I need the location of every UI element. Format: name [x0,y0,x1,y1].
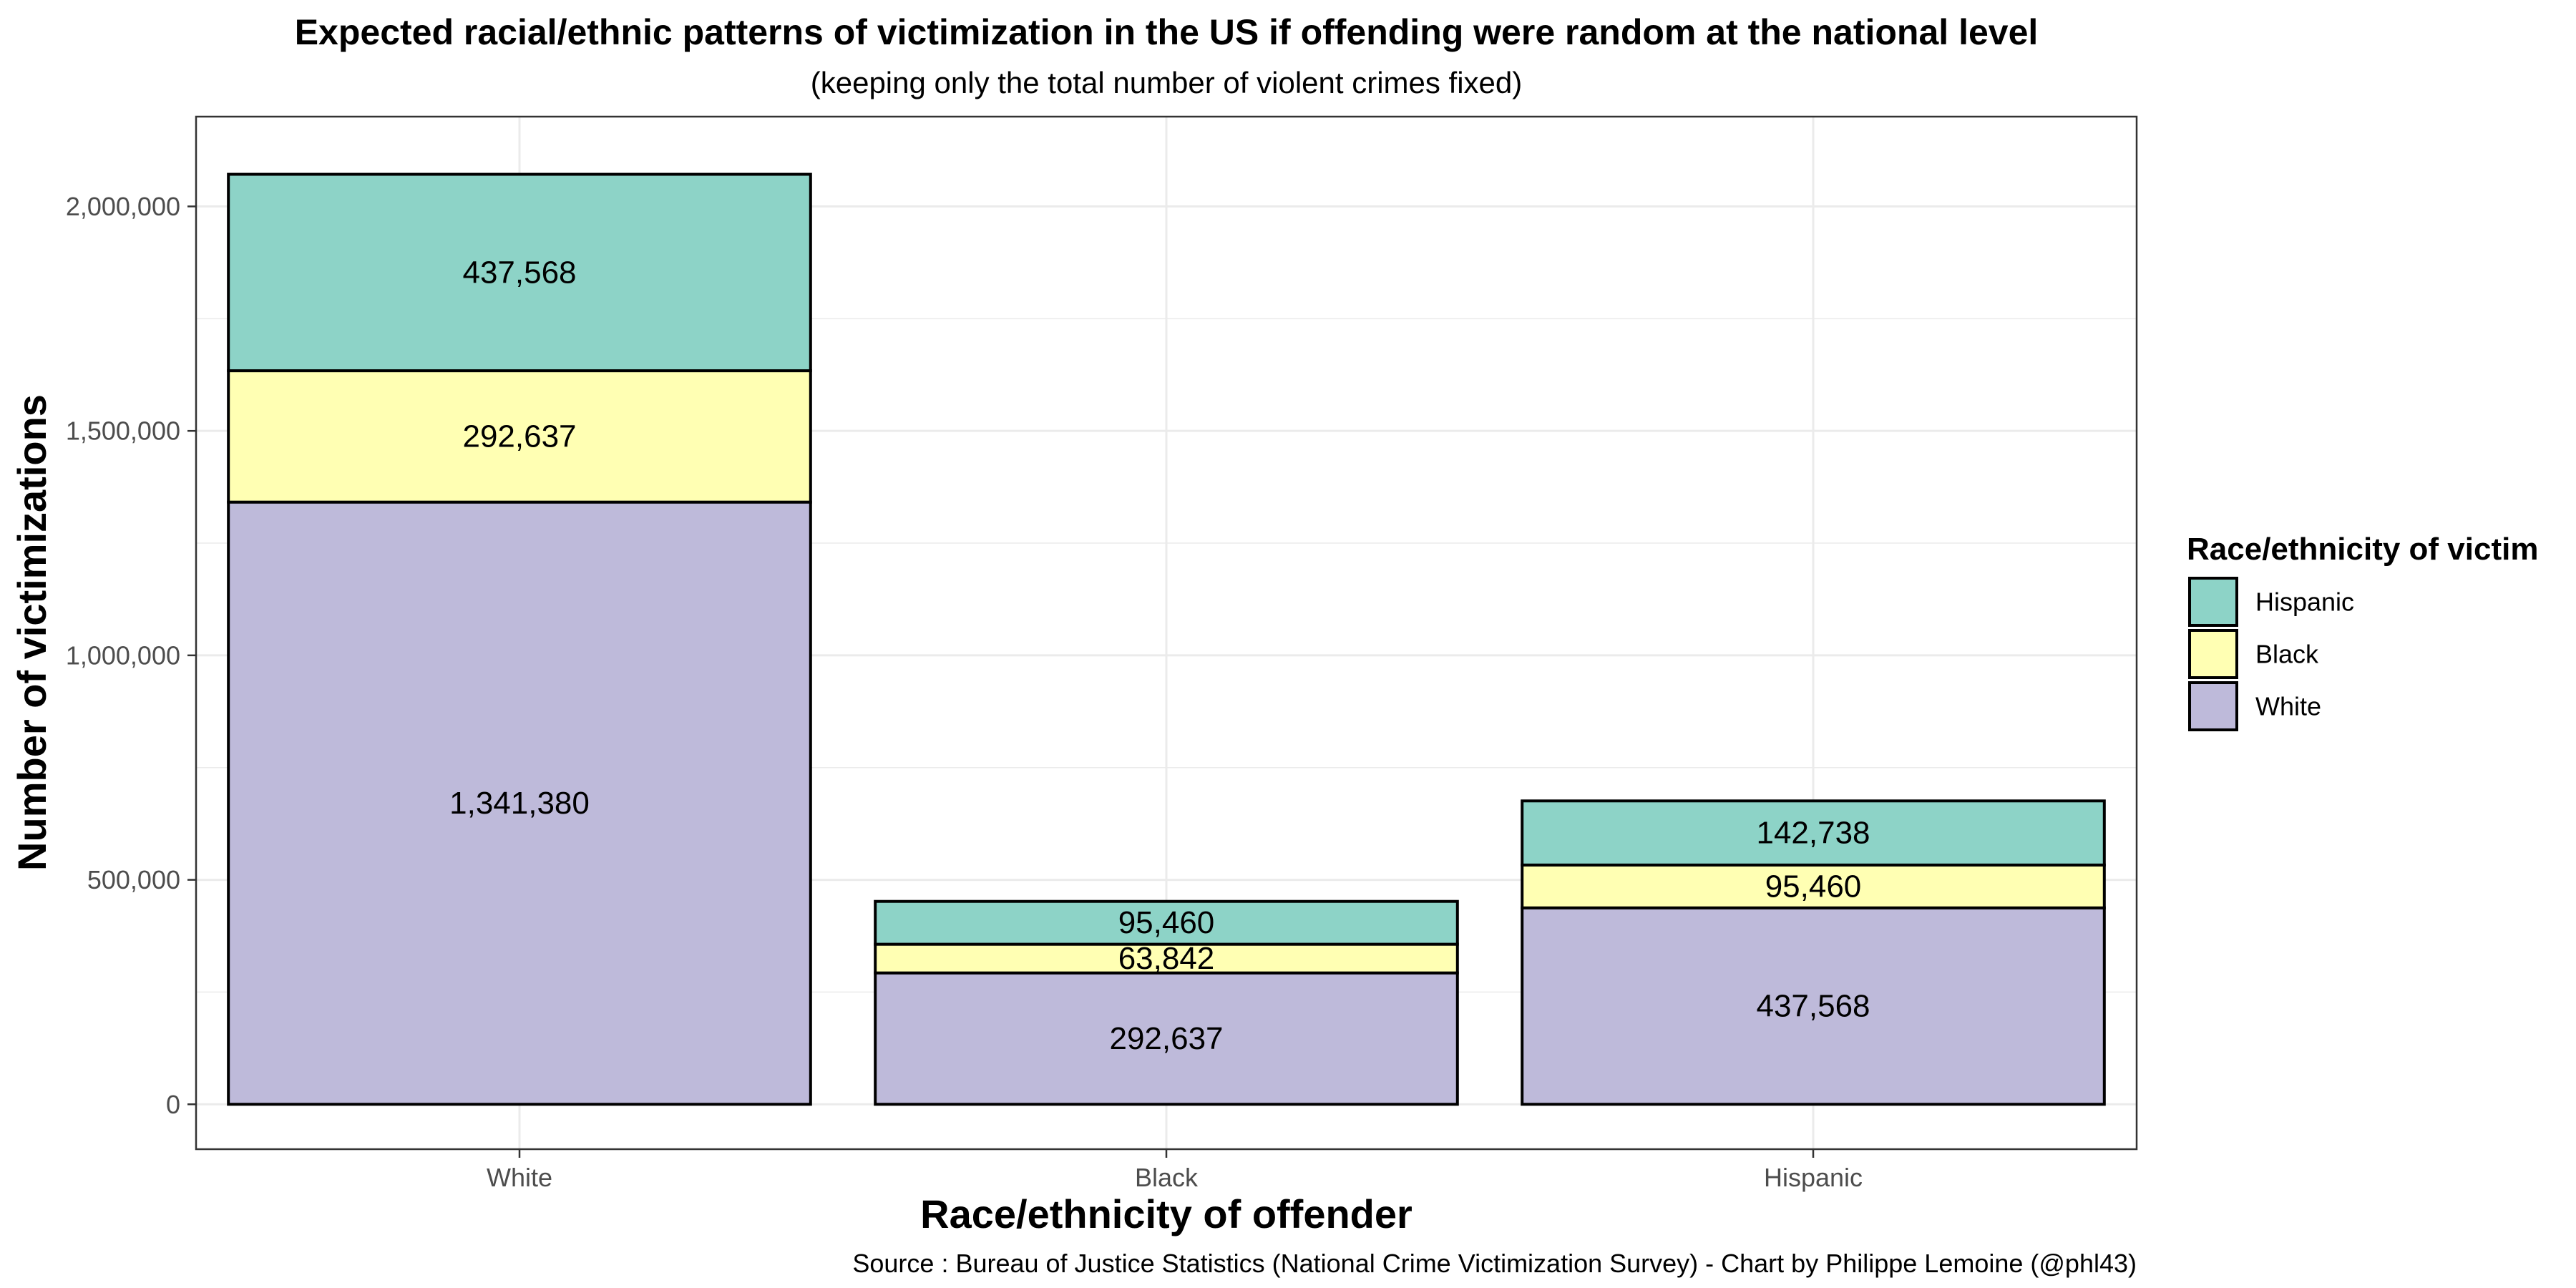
bar-segment-black-hispanic [874,899,1459,946]
x-axis-title: Race/ethnicity of offender [920,1191,1413,1236]
y-tick-label: 1,500,000 [66,416,180,446]
y-tick-label: 0 [166,1090,180,1119]
x-tick-label-hispanic: Hispanic [1764,1163,1863,1192]
y-tick-label: 1,000,000 [66,640,180,670]
bar-label-hispanic-black: 95,460 [1765,869,1862,904]
bar-segment-black-white [874,971,1459,1106]
chart-caption: Source : Bureau of Justice Statistics (N… [852,1249,2137,1278]
bars [227,172,2106,1106]
legend-key-black [2188,629,2238,679]
y-axis: 0 500,000 1,000,000 1,500,000 2,000,000 [66,192,196,1119]
bar-label-black-white: 292,637 [1109,1021,1223,1056]
bar-label-black-hispanic: 95,460 [1118,905,1215,940]
bar-label-black-black: 63,842 [1118,941,1215,976]
legend-key-hispanic [2188,577,2238,627]
y-tick-label: 500,000 [87,865,180,894]
chart-title: Expected racial/ethnic patterns of victi… [295,12,2039,52]
y-tick-label: 2,000,000 [66,192,180,221]
bar-value-labels: 1,341,380292,637437,568292,63763,84295,4… [449,255,1870,1056]
bar-segment-black-black [874,942,1459,975]
legend-label-hispanic: Hispanic [2255,587,2354,617]
bar-segment-hispanic-hispanic [1521,799,2106,867]
legend-label-white: White [2255,692,2321,721]
bar-label-hispanic-hispanic: 142,738 [1756,816,1870,851]
bar-label-white-hispanic: 437,568 [462,255,576,290]
bar-segment-white-white [227,500,812,1106]
x-tick-label-black: Black [1135,1163,1199,1192]
x-tick-label-white: White [487,1163,552,1192]
legend-key-white [2188,681,2238,731]
legend-title: Race/ethnicity of victim [2187,532,2538,567]
chart-subtitle: (keeping only the total number of violen… [811,66,1523,99]
bar-label-white-white: 1,341,380 [449,786,590,821]
y-axis-title: Number of victimizations [9,394,54,871]
bar-segment-white-black [227,369,812,504]
legend: Race/ethnicity of victim Hispanic Black Wh… [2187,532,2538,731]
bar-segment-hispanic-black [1521,863,2106,909]
bar-label-white-black: 292,637 [462,419,576,454]
bar-label-hispanic-white: 437,568 [1756,988,1870,1023]
bar-segment-white-hispanic [227,172,812,373]
x-axis: White Black Hispanic [487,1149,1863,1192]
legend-label-black: Black [2255,640,2319,669]
